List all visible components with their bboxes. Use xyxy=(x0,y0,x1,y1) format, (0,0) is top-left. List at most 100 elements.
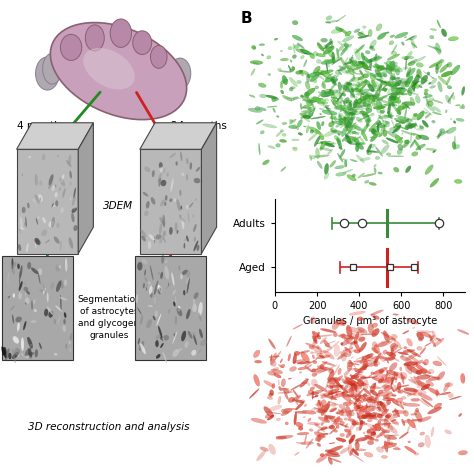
Ellipse shape xyxy=(183,290,185,295)
Ellipse shape xyxy=(401,86,405,94)
Ellipse shape xyxy=(390,73,393,84)
Ellipse shape xyxy=(428,82,431,84)
Ellipse shape xyxy=(331,128,337,132)
Ellipse shape xyxy=(400,367,402,371)
Ellipse shape xyxy=(328,50,334,57)
Ellipse shape xyxy=(385,397,399,402)
Ellipse shape xyxy=(392,314,399,315)
Ellipse shape xyxy=(319,404,331,411)
Ellipse shape xyxy=(461,374,465,383)
Ellipse shape xyxy=(317,121,321,130)
Ellipse shape xyxy=(413,393,416,395)
Ellipse shape xyxy=(389,370,392,374)
Ellipse shape xyxy=(426,380,434,386)
Ellipse shape xyxy=(404,388,416,391)
Ellipse shape xyxy=(161,180,166,186)
Ellipse shape xyxy=(175,296,176,306)
Ellipse shape xyxy=(158,287,162,294)
Ellipse shape xyxy=(27,352,35,356)
Ellipse shape xyxy=(13,293,15,298)
Ellipse shape xyxy=(263,160,269,165)
Ellipse shape xyxy=(385,419,393,430)
Ellipse shape xyxy=(428,407,442,414)
Ellipse shape xyxy=(43,54,62,84)
Ellipse shape xyxy=(345,126,357,131)
Ellipse shape xyxy=(187,278,190,294)
Ellipse shape xyxy=(412,113,424,120)
Ellipse shape xyxy=(414,453,419,455)
Ellipse shape xyxy=(368,84,374,92)
Ellipse shape xyxy=(347,175,356,181)
Ellipse shape xyxy=(390,347,403,356)
Ellipse shape xyxy=(162,337,164,341)
Ellipse shape xyxy=(371,432,376,436)
Ellipse shape xyxy=(385,442,390,447)
Ellipse shape xyxy=(369,128,378,133)
Ellipse shape xyxy=(192,332,196,337)
Ellipse shape xyxy=(343,57,348,66)
Ellipse shape xyxy=(398,105,401,113)
Ellipse shape xyxy=(447,76,450,84)
Ellipse shape xyxy=(276,436,287,439)
Ellipse shape xyxy=(370,97,379,104)
Ellipse shape xyxy=(395,32,408,38)
Ellipse shape xyxy=(394,409,400,417)
Ellipse shape xyxy=(384,357,395,361)
Ellipse shape xyxy=(192,304,197,312)
Ellipse shape xyxy=(346,327,362,333)
Ellipse shape xyxy=(389,351,395,361)
Ellipse shape xyxy=(54,319,56,324)
Ellipse shape xyxy=(437,130,448,137)
Ellipse shape xyxy=(358,115,370,121)
Ellipse shape xyxy=(386,377,392,382)
Ellipse shape xyxy=(24,287,28,292)
Ellipse shape xyxy=(378,98,383,100)
Ellipse shape xyxy=(325,450,339,455)
Ellipse shape xyxy=(278,380,279,385)
Ellipse shape xyxy=(412,133,420,136)
Ellipse shape xyxy=(347,65,354,75)
Ellipse shape xyxy=(269,393,273,396)
Ellipse shape xyxy=(279,71,292,73)
Ellipse shape xyxy=(69,347,71,352)
Ellipse shape xyxy=(399,91,403,95)
Ellipse shape xyxy=(332,75,337,84)
Ellipse shape xyxy=(28,349,32,357)
Ellipse shape xyxy=(324,340,329,347)
Ellipse shape xyxy=(315,395,318,397)
Ellipse shape xyxy=(405,82,408,85)
Ellipse shape xyxy=(178,265,180,271)
Ellipse shape xyxy=(379,372,383,374)
Ellipse shape xyxy=(25,282,26,285)
Ellipse shape xyxy=(281,79,288,83)
Ellipse shape xyxy=(356,45,365,54)
Ellipse shape xyxy=(141,342,143,352)
Ellipse shape xyxy=(342,92,346,96)
Ellipse shape xyxy=(144,210,148,216)
Ellipse shape xyxy=(354,332,359,343)
Ellipse shape xyxy=(177,308,182,316)
Ellipse shape xyxy=(316,402,321,406)
Ellipse shape xyxy=(392,81,399,86)
Ellipse shape xyxy=(408,90,410,92)
Ellipse shape xyxy=(337,137,342,148)
Ellipse shape xyxy=(293,97,298,100)
Ellipse shape xyxy=(280,83,283,88)
Ellipse shape xyxy=(313,66,320,74)
Ellipse shape xyxy=(344,82,350,90)
Ellipse shape xyxy=(391,85,397,95)
Ellipse shape xyxy=(351,383,367,386)
Ellipse shape xyxy=(292,20,298,25)
Ellipse shape xyxy=(367,85,371,87)
Ellipse shape xyxy=(41,229,47,236)
Ellipse shape xyxy=(356,427,361,430)
Ellipse shape xyxy=(390,35,395,37)
Ellipse shape xyxy=(401,56,408,59)
Ellipse shape xyxy=(391,51,397,55)
Ellipse shape xyxy=(284,391,288,400)
Ellipse shape xyxy=(411,360,423,368)
Ellipse shape xyxy=(377,95,389,100)
Ellipse shape xyxy=(352,385,362,389)
Ellipse shape xyxy=(33,299,36,304)
Ellipse shape xyxy=(377,55,380,57)
